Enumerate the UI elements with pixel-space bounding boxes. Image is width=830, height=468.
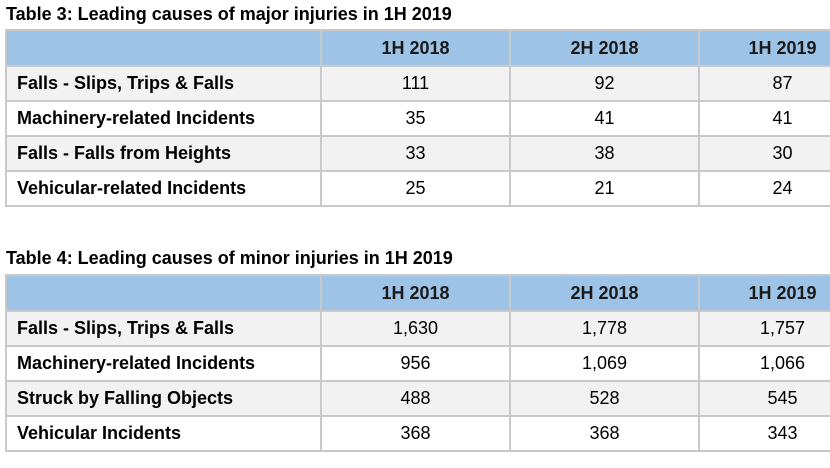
table-cell: 92 [509,65,700,102]
table-cell: 41 [509,100,700,137]
table-cell: 87 [698,65,830,102]
header-cell: 1H 2018 [320,29,511,67]
table-row: Machinery-related Incidents 35 41 41 [5,100,830,137]
table-row: Falls - Falls from Heights 33 38 30 [5,135,830,172]
table-cell: 368 [320,415,511,452]
table-cell: 21 [509,170,700,207]
table-row: Machinery-related Incidents 956 1,069 1,… [5,345,830,382]
table-cell: 111 [320,65,511,102]
row-label: Falls - Slips, Trips & Falls [5,310,322,347]
table-cell: 1,630 [320,310,511,347]
row-label: Machinery-related Incidents [5,100,322,137]
table-cell: 368 [509,415,700,452]
table-cell: 545 [698,380,830,417]
header-cell: 1H 2019 [698,29,830,67]
row-label: Falls - Falls from Heights [5,135,322,172]
table-3-caption: Table 3: Leading causes of major injurie… [6,4,452,24]
row-label: Falls - Slips, Trips & Falls [5,65,322,102]
table-cell: 30 [698,135,830,172]
table-cell: 1,778 [509,310,700,347]
table-row: Falls - Slips, Trips & Falls 1,630 1,778… [5,310,830,347]
table-cell: 528 [509,380,700,417]
table-4-caption: Table 4: Leading causes of minor injurie… [6,248,453,268]
table-cell: 35 [320,100,511,137]
header-cell [5,29,322,67]
minor-injuries-table: 1H 2018 2H 2018 1H 2019 Falls - Slips, T… [5,274,830,452]
row-label: Struck by Falling Objects [5,380,322,417]
header-cell [5,274,322,312]
header-cell: 1H 2018 [320,274,511,312]
header-cell: 2H 2018 [509,29,700,67]
table-cell: 1,069 [509,345,700,382]
table-row: Vehicular Incidents 368 368 343 [5,415,830,452]
row-label: Vehicular Incidents [5,415,322,452]
header-cell: 2H 2018 [509,274,700,312]
table-cell: 1,066 [698,345,830,382]
header-row: 1H 2018 2H 2018 1H 2019 [5,29,830,67]
table-cell: 38 [509,135,700,172]
table-cell: 956 [320,345,511,382]
table-cell: 41 [698,100,830,137]
table-cell: 1,757 [698,310,830,347]
row-label: Machinery-related Incidents [5,345,322,382]
table-cell: 24 [698,170,830,207]
table-row: Struck by Falling Objects 488 528 545 [5,380,830,417]
major-injuries-table: 1H 2018 2H 2018 1H 2019 Falls - Slips, T… [5,29,830,207]
table-row: Falls - Slips, Trips & Falls 111 92 87 [5,65,830,102]
row-label: Vehicular-related Incidents [5,170,322,207]
header-cell: 1H 2019 [698,274,830,312]
header-row: 1H 2018 2H 2018 1H 2019 [5,274,830,312]
table-cell: 488 [320,380,511,417]
table-cell: 343 [698,415,830,452]
table-row: Vehicular-related Incidents 25 21 24 [5,170,830,207]
table-cell: 33 [320,135,511,172]
table-cell: 25 [320,170,511,207]
